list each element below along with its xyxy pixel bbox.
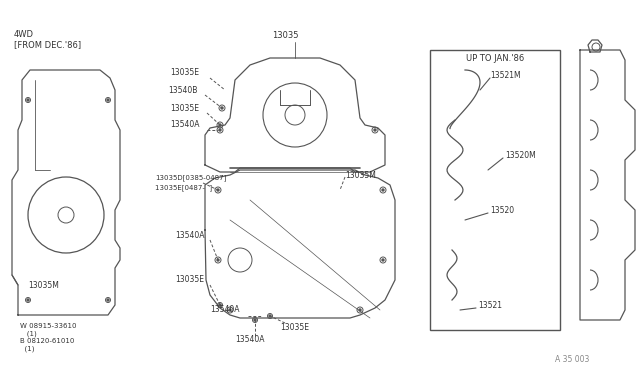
Circle shape — [229, 309, 231, 311]
Text: 13540B: 13540B — [168, 86, 197, 94]
Text: 13521M: 13521M — [490, 71, 520, 80]
Text: 13521: 13521 — [478, 301, 502, 310]
Circle shape — [359, 309, 361, 311]
Circle shape — [219, 124, 221, 126]
Text: UP TO JAN.'86: UP TO JAN.'86 — [466, 54, 524, 62]
Circle shape — [219, 304, 221, 306]
Text: 4WD
[FROM DEC.'86]: 4WD [FROM DEC.'86] — [14, 30, 81, 49]
Text: 13035E: 13035E — [280, 324, 310, 333]
Circle shape — [254, 319, 256, 321]
Circle shape — [382, 189, 384, 191]
Text: 13035E: 13035E — [170, 103, 199, 112]
Text: 13520: 13520 — [490, 205, 514, 215]
Circle shape — [219, 129, 221, 131]
Text: 13540A: 13540A — [236, 336, 265, 344]
Text: 13540A: 13540A — [210, 305, 239, 314]
Text: 13035M: 13035M — [28, 280, 59, 289]
Text: W 08915-33610
   (1): W 08915-33610 (1) — [20, 323, 77, 337]
Circle shape — [107, 99, 109, 101]
Text: 13540A: 13540A — [175, 231, 205, 240]
Circle shape — [27, 99, 29, 101]
Circle shape — [269, 315, 271, 317]
Text: 13035E: 13035E — [175, 276, 204, 285]
Text: 13035D[0385-0487]: 13035D[0385-0487] — [155, 174, 227, 182]
Text: 13035: 13035 — [272, 31, 298, 39]
Circle shape — [221, 107, 223, 109]
Circle shape — [382, 259, 384, 261]
Text: A 35 003: A 35 003 — [555, 356, 589, 365]
Circle shape — [107, 299, 109, 301]
Circle shape — [374, 129, 376, 131]
Circle shape — [217, 259, 219, 261]
Text: 13035M: 13035M — [345, 170, 376, 180]
Text: 13540A: 13540A — [170, 119, 200, 128]
Circle shape — [27, 299, 29, 301]
Circle shape — [217, 189, 219, 191]
Text: 13035E: 13035E — [170, 67, 199, 77]
Text: B 08120-61010
  (1): B 08120-61010 (1) — [20, 338, 74, 352]
Bar — [430, 50, 560, 330]
Text: 13035E[0487-  ]: 13035E[0487- ] — [155, 185, 212, 191]
Text: 13520M: 13520M — [505, 151, 536, 160]
